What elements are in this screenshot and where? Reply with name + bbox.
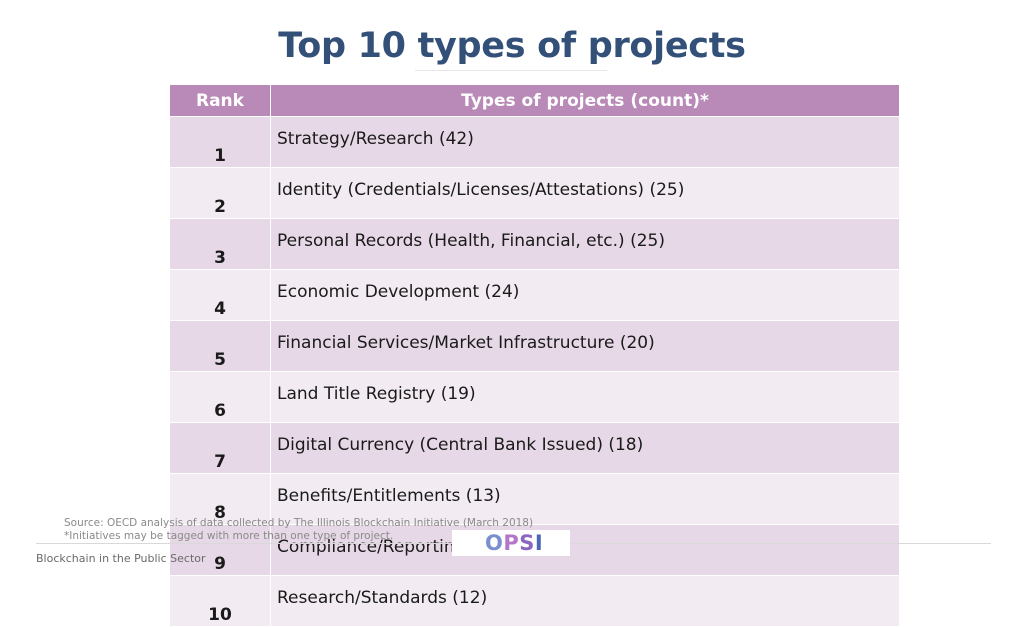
opsi-logo: OPSI <box>485 531 543 555</box>
table-header-row: Rank Types of projects (count)* <box>169 84 900 117</box>
rank-cell: 4 <box>169 269 271 321</box>
rank-cell: 10 <box>169 575 271 627</box>
table-row: 7 Digital Currency (Central Bank Issued)… <box>169 422 900 474</box>
rank-column-header: Rank <box>169 84 271 117</box>
project-type-cell: Financial Services/Market Infrastructure… <box>270 320 900 372</box>
rank-cell: 6 <box>169 371 271 423</box>
table-row: 3 Personal Records (Health, Financial, e… <box>169 218 900 270</box>
project-type-cell: Strategy/Research (42) <box>270 116 900 168</box>
logo-letter-i: I <box>534 531 544 555</box>
logo-backdrop <box>452 530 570 556</box>
type-column-header: Types of projects (count)* <box>270 84 900 117</box>
project-type-cell: Research/Standards (12) <box>270 575 900 627</box>
rank-cell: 5 <box>169 320 271 372</box>
source-citation: Source: OECD analysis of data collected … <box>64 517 534 529</box>
logo-letter-p: P <box>503 531 520 555</box>
footnote: *Initiatives may be tagged with more tha… <box>64 530 394 542</box>
table-row: 1 Strategy/Research (42) <box>169 116 900 168</box>
table-row: 5 Financial Services/Market Infrastructu… <box>169 320 900 372</box>
project-type-cell: Economic Development (24) <box>270 269 900 321</box>
table-row: 6 Land Title Registry (19) <box>169 371 900 423</box>
table-row: 4 Economic Development (24) <box>169 269 900 321</box>
logo-letter-o: O <box>485 531 504 555</box>
project-type-cell: Personal Records (Health, Financial, etc… <box>270 218 900 270</box>
project-type-cell: Digital Currency (Central Bank Issued) (… <box>270 422 900 474</box>
project-type-cell: Identity (Credentials/Licenses/Attestati… <box>270 167 900 219</box>
logo-letter-s: S <box>519 531 535 555</box>
project-type-cell: Benefits/Entitlements (13) <box>270 473 900 525</box>
footer-text: Blockchain in the Public Sector <box>36 552 206 565</box>
rank-cell: 7 <box>169 422 271 474</box>
rank-cell: 3 <box>169 218 271 270</box>
project-type-cell: Land Title Registry (19) <box>270 371 900 423</box>
table-row: 8 Benefits/Entitlements (13) <box>169 473 900 525</box>
rank-cell: 2 <box>169 167 271 219</box>
table-row: 10 Research/Standards (12) <box>169 575 900 627</box>
table-row: 9 Compliance/Reporting (12) <box>169 524 900 576</box>
table-row: 2 Identity (Credentials/Licenses/Attesta… <box>169 167 900 219</box>
rank-cell: 1 <box>169 116 271 168</box>
title-underline <box>415 70 607 71</box>
source-notes: Source: OECD analysis of data collected … <box>64 517 533 543</box>
project-type-cell: Compliance/Reporting (12) <box>270 524 900 576</box>
rank-cell: 9 <box>169 524 271 576</box>
slide-title: Top 10 types of projects <box>278 26 746 66</box>
